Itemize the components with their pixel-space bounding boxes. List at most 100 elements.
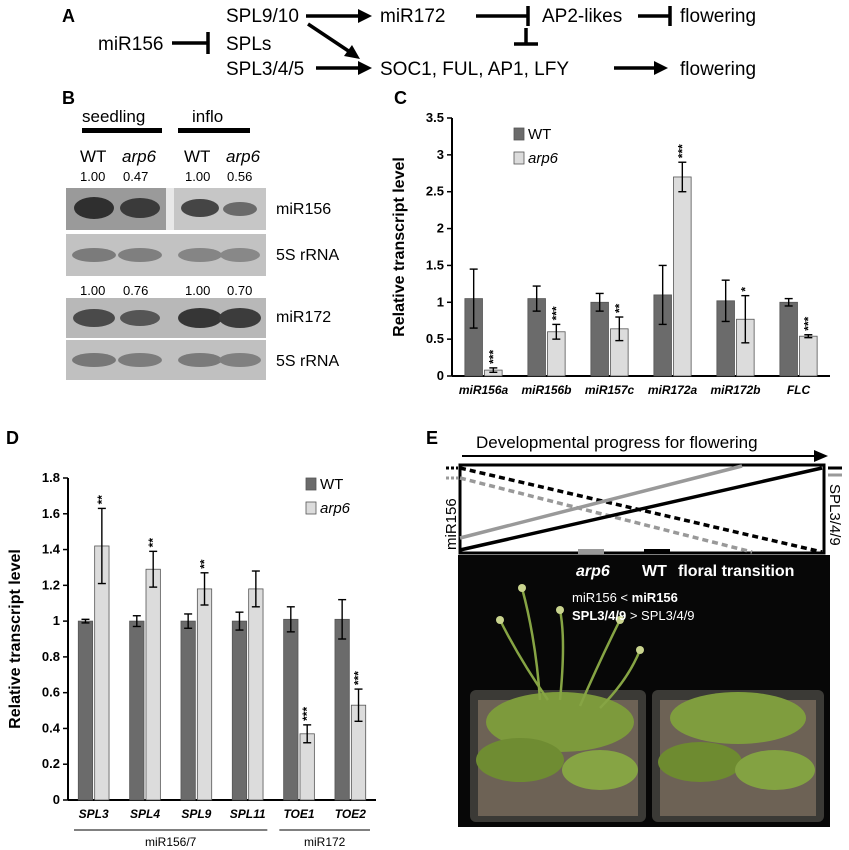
legend-label-arp6: arp6 [320, 500, 351, 517]
wt-transition-marker [644, 549, 670, 554]
blot-label-3: miR172 [276, 309, 331, 326]
significance-mark: ** [198, 559, 212, 569]
floral-transition-label: floral transition [678, 563, 794, 580]
blot-5s-rrna-1 [66, 234, 266, 276]
significance-mark: *** [352, 671, 366, 685]
mir172-value-1: 1.00 [80, 283, 105, 298]
bar-wt-mir157c [590, 301, 609, 377]
mir172-value-4: 0.70 [227, 283, 252, 298]
wt-photo-label: WT [642, 563, 667, 580]
category-label: TOE1 [283, 807, 314, 821]
bar-wt-spl9 [180, 620, 196, 801]
category-label: miR156b [521, 383, 571, 397]
category-label: TOE2 [335, 807, 366, 821]
y-tick-label: 0.8 [42, 649, 60, 664]
panel-c-chart: C 0 0.5 1 1.5 2 2.5 3 3.5 Relative transcript le… [391, 88, 830, 397]
inhibit-arrow-mir172-ap2 [476, 6, 530, 26]
y-tick-label: 0 [437, 368, 444, 383]
panel-a-letter: A [62, 6, 75, 26]
y-tick-label: 2.5 [426, 184, 444, 199]
lane-label-3: WT [184, 147, 210, 166]
mir156-value-2: 0.47 [123, 169, 148, 184]
group-label: miR156/7 [145, 835, 197, 849]
spl-axis-label: SPL3/4/9 [826, 484, 843, 546]
inflo-label: inflo [192, 107, 223, 126]
panel-a: A miR156 SPL9/10 SPLs SPL3/4/5 miR172 AP… [62, 6, 756, 80]
bar-wt-spl4 [129, 620, 145, 801]
bar-wt-flc [779, 301, 798, 377]
significance-mark: *** [300, 707, 314, 721]
arp6-mir156-line [459, 476, 753, 554]
category-label: SPL3 [79, 807, 109, 821]
panel-d-letter: D [6, 428, 19, 448]
mir156-value-1: 1.00 [80, 169, 105, 184]
y-tick-label: 1.2 [42, 577, 60, 592]
blot-mir172 [66, 298, 266, 338]
category-label: FLC [787, 383, 811, 397]
y-tick-label: 0.2 [42, 756, 60, 771]
mir156-value-3: 1.00 [185, 169, 210, 184]
category-label: miR172a [648, 383, 698, 397]
significance-mark: *** [549, 306, 563, 320]
group-label: miR172 [304, 835, 346, 849]
mir172-value-2: 0.76 [123, 283, 148, 298]
y-tick-label: 0 [53, 792, 60, 807]
bar-arp6-spl4 [145, 568, 161, 801]
blot-mir156 [66, 188, 266, 230]
wt-spl-line [459, 466, 823, 552]
legend-label-wt: WT [528, 126, 551, 143]
legend-swatch-arp6 [513, 151, 525, 165]
flowering-node-2: flowering [680, 59, 756, 80]
inhibit-arrow-ap2-targets [514, 28, 538, 46]
seedling-bar [82, 128, 162, 133]
blot-label-4: 5S rRNA [276, 353, 339, 370]
arp6-photo-label: arp6 [576, 563, 610, 580]
y-tick-label: 3.5 [426, 110, 444, 125]
significance-mark: *** [675, 144, 689, 158]
arrow-targets-flowering [614, 61, 668, 75]
category-label: miR172b [710, 383, 760, 397]
y-axis-label: Relative transcript level [391, 157, 408, 337]
panel-e: E Developmental progress for flowering m… [426, 428, 843, 827]
bar-arp6-spl11 [248, 588, 264, 801]
y-tick-label: 0.6 [42, 685, 60, 700]
y-axis-label: Relative transcript level [7, 549, 24, 729]
arp6-spl-line [459, 464, 743, 540]
bar-arp6-flc [799, 335, 818, 377]
y-tick-label: 1.6 [42, 506, 60, 521]
bar-wt-spl3 [77, 620, 94, 801]
y-tick-label: 1 [53, 613, 60, 628]
significance-mark: *** [801, 316, 815, 330]
blot-5s-rrna-2 [66, 340, 266, 380]
category-label: SPL11 [230, 807, 266, 821]
y-tick-label: 2 [437, 221, 444, 236]
panel-c-letter: C [394, 88, 407, 108]
ap2-node: AP2-likes [542, 6, 622, 27]
progress-arrow [462, 450, 828, 462]
legend-swatch-arp6 [305, 501, 317, 515]
panel-b: B seedling inflo WT arp6 WT arp6 1.00 0.… [62, 88, 339, 380]
lane-label-1: WT [80, 147, 106, 166]
mir156-axis-label: miR156 [443, 498, 460, 550]
category-label: SPL9 [181, 807, 211, 821]
arp6-transition-marker [578, 549, 604, 554]
significance-mark: * [738, 287, 752, 292]
significance-mark: ** [612, 303, 626, 313]
panel-d-chart: D 0 0.2 0.4 0.6 0.8 1 1.2 1.4 1.6 1.8 Relative tra… [6, 428, 376, 849]
inflo-bar [178, 128, 250, 133]
panel-b-letter: B [62, 88, 75, 108]
category-label: SPL4 [130, 807, 160, 821]
progress-box [458, 463, 826, 555]
y-tick-label: 1.5 [426, 257, 444, 272]
flowering-node-1: flowering [680, 6, 756, 27]
progress-title: Developmental progress for flowering [476, 433, 758, 452]
panel-e-letter: E [426, 428, 438, 448]
spl345-node: SPL3/4/5 [226, 59, 304, 80]
arrow-spl910-targets [307, 22, 360, 59]
spl910-node: SPL9/10 [226, 6, 299, 27]
mir172-node: miR172 [380, 6, 445, 27]
y-tick-label: 0.5 [426, 331, 444, 346]
mir172-value-3: 1.00 [185, 283, 210, 298]
y-tick-label: 1 [437, 294, 444, 309]
